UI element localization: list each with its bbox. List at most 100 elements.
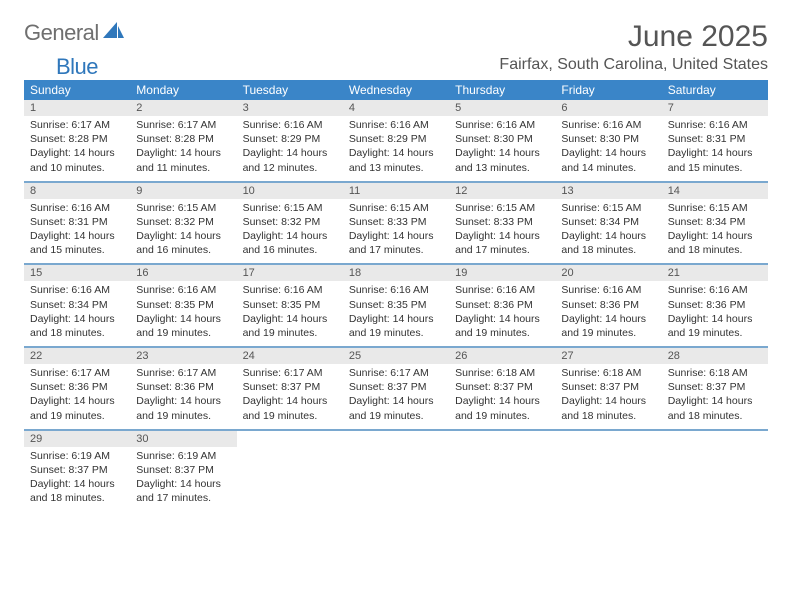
- calendar-cell: 1Sunrise: 6:17 AMSunset: 8:28 PMDaylight…: [24, 100, 130, 182]
- day-details: Sunrise: 6:16 AMSunset: 8:35 PMDaylight:…: [130, 281, 236, 346]
- weekday-header: Tuesday: [237, 80, 343, 100]
- calendar-cell: 20Sunrise: 6:16 AMSunset: 8:36 PMDayligh…: [555, 264, 661, 347]
- calendar-cell: ..: [343, 430, 449, 512]
- day-number: 21: [662, 265, 768, 281]
- calendar-cell: 4Sunrise: 6:16 AMSunset: 8:29 PMDaylight…: [343, 100, 449, 182]
- day-number: 24: [237, 348, 343, 364]
- day-number: 27: [555, 348, 661, 364]
- header-row: General June 2025: [24, 20, 768, 54]
- day-details: Sunrise: 6:15 AMSunset: 8:33 PMDaylight:…: [449, 199, 555, 264]
- weekday-header: Monday: [130, 80, 236, 100]
- calendar-row: 1Sunrise: 6:17 AMSunset: 8:28 PMDaylight…: [24, 100, 768, 182]
- calendar-cell: 19Sunrise: 6:16 AMSunset: 8:36 PMDayligh…: [449, 264, 555, 347]
- day-details: Sunrise: 6:16 AMSunset: 8:30 PMDaylight:…: [555, 116, 661, 181]
- day-number: 16: [130, 265, 236, 281]
- day-details: Sunrise: 6:17 AMSunset: 8:36 PMDaylight:…: [130, 364, 236, 429]
- calendar-cell: 7Sunrise: 6:16 AMSunset: 8:31 PMDaylight…: [662, 100, 768, 182]
- day-number: 4: [343, 100, 449, 116]
- day-details: Sunrise: 6:16 AMSunset: 8:35 PMDaylight:…: [237, 281, 343, 346]
- brand-logo: General: [24, 20, 127, 46]
- calendar-cell: 26Sunrise: 6:18 AMSunset: 8:37 PMDayligh…: [449, 347, 555, 430]
- day-details: Sunrise: 6:15 AMSunset: 8:32 PMDaylight:…: [130, 199, 236, 264]
- day-details: Sunrise: 6:15 AMSunset: 8:34 PMDaylight:…: [662, 199, 768, 264]
- day-details: Sunrise: 6:17 AMSunset: 8:37 PMDaylight:…: [343, 364, 449, 429]
- calendar-row: 22Sunrise: 6:17 AMSunset: 8:36 PMDayligh…: [24, 347, 768, 430]
- day-details: Sunrise: 6:18 AMSunset: 8:37 PMDaylight:…: [662, 364, 768, 429]
- day-details: Sunrise: 6:17 AMSunset: 8:37 PMDaylight:…: [237, 364, 343, 429]
- day-number: 14: [662, 183, 768, 199]
- day-number: 19: [449, 265, 555, 281]
- day-details: Sunrise: 6:15 AMSunset: 8:34 PMDaylight:…: [555, 199, 661, 264]
- calendar-cell: 13Sunrise: 6:15 AMSunset: 8:34 PMDayligh…: [555, 182, 661, 265]
- day-details: Sunrise: 6:15 AMSunset: 8:33 PMDaylight:…: [343, 199, 449, 264]
- day-number: 7: [662, 100, 768, 116]
- calendar-cell: ..: [662, 430, 768, 512]
- calendar-cell: ..: [237, 430, 343, 512]
- weekday-header: Friday: [555, 80, 661, 100]
- calendar-cell: 14Sunrise: 6:15 AMSunset: 8:34 PMDayligh…: [662, 182, 768, 265]
- day-details: Sunrise: 6:16 AMSunset: 8:29 PMDaylight:…: [343, 116, 449, 181]
- calendar-cell: 25Sunrise: 6:17 AMSunset: 8:37 PMDayligh…: [343, 347, 449, 430]
- calendar-cell: 12Sunrise: 6:15 AMSunset: 8:33 PMDayligh…: [449, 182, 555, 265]
- day-details: Sunrise: 6:18 AMSunset: 8:37 PMDaylight:…: [449, 364, 555, 429]
- calendar-table: SundayMondayTuesdayWednesdayThursdayFrid…: [24, 80, 768, 511]
- day-details: Sunrise: 6:19 AMSunset: 8:37 PMDaylight:…: [24, 447, 130, 512]
- day-number: 6: [555, 100, 661, 116]
- calendar-cell: 11Sunrise: 6:15 AMSunset: 8:33 PMDayligh…: [343, 182, 449, 265]
- weekday-header: Wednesday: [343, 80, 449, 100]
- calendar-cell: 3Sunrise: 6:16 AMSunset: 8:29 PMDaylight…: [237, 100, 343, 182]
- day-details: Sunrise: 6:16 AMSunset: 8:29 PMDaylight:…: [237, 116, 343, 181]
- day-details: Sunrise: 6:19 AMSunset: 8:37 PMDaylight:…: [130, 447, 236, 512]
- day-number: 17: [237, 265, 343, 281]
- day-number: 18: [343, 265, 449, 281]
- calendar-cell: 27Sunrise: 6:18 AMSunset: 8:37 PMDayligh…: [555, 347, 661, 430]
- day-details: Sunrise: 6:17 AMSunset: 8:36 PMDaylight:…: [24, 364, 130, 429]
- calendar-row: 15Sunrise: 6:16 AMSunset: 8:34 PMDayligh…: [24, 264, 768, 347]
- day-number: 5: [449, 100, 555, 116]
- day-details: Sunrise: 6:17 AMSunset: 8:28 PMDaylight:…: [130, 116, 236, 181]
- day-number: 9: [130, 183, 236, 199]
- day-number: 12: [449, 183, 555, 199]
- day-number: 13: [555, 183, 661, 199]
- day-details: Sunrise: 6:16 AMSunset: 8:34 PMDaylight:…: [24, 281, 130, 346]
- day-number: 22: [24, 348, 130, 364]
- weekday-header: Thursday: [449, 80, 555, 100]
- day-details: Sunrise: 6:16 AMSunset: 8:36 PMDaylight:…: [555, 281, 661, 346]
- calendar-cell: 29Sunrise: 6:19 AMSunset: 8:37 PMDayligh…: [24, 430, 130, 512]
- day-number: 2: [130, 100, 236, 116]
- day-details: Sunrise: 6:16 AMSunset: 8:30 PMDaylight:…: [449, 116, 555, 181]
- page: General June 2025 Blue Fairfax, South Ca…: [0, 0, 792, 531]
- calendar-row: 8Sunrise: 6:16 AMSunset: 8:31 PMDaylight…: [24, 182, 768, 265]
- calendar-cell: 15Sunrise: 6:16 AMSunset: 8:34 PMDayligh…: [24, 264, 130, 347]
- weekday-header-row: SundayMondayTuesdayWednesdayThursdayFrid…: [24, 80, 768, 100]
- calendar-body: 1Sunrise: 6:17 AMSunset: 8:28 PMDaylight…: [24, 100, 768, 511]
- day-number: 1: [24, 100, 130, 116]
- location-subtitle: Fairfax, South Carolina, United States: [499, 56, 768, 74]
- day-details: Sunrise: 6:16 AMSunset: 8:35 PMDaylight:…: [343, 281, 449, 346]
- day-number: 20: [555, 265, 661, 281]
- calendar-row: 29Sunrise: 6:19 AMSunset: 8:37 PMDayligh…: [24, 430, 768, 512]
- calendar-cell: 2Sunrise: 6:17 AMSunset: 8:28 PMDaylight…: [130, 100, 236, 182]
- calendar-cell: 30Sunrise: 6:19 AMSunset: 8:37 PMDayligh…: [130, 430, 236, 512]
- day-details: Sunrise: 6:16 AMSunset: 8:36 PMDaylight:…: [449, 281, 555, 346]
- day-details: Sunrise: 6:18 AMSunset: 8:37 PMDaylight:…: [555, 364, 661, 429]
- calendar-cell: 8Sunrise: 6:16 AMSunset: 8:31 PMDaylight…: [24, 182, 130, 265]
- calendar-cell: ..: [555, 430, 661, 512]
- brand-word-1: General: [24, 20, 99, 46]
- day-number: 15: [24, 265, 130, 281]
- day-number: 10: [237, 183, 343, 199]
- day-details: Sunrise: 6:16 AMSunset: 8:36 PMDaylight:…: [662, 281, 768, 346]
- day-number: 11: [343, 183, 449, 199]
- brand-word-2: Blue: [56, 54, 98, 80]
- day-details: Sunrise: 6:16 AMSunset: 8:31 PMDaylight:…: [662, 116, 768, 181]
- calendar-cell: 23Sunrise: 6:17 AMSunset: 8:36 PMDayligh…: [130, 347, 236, 430]
- calendar-cell: 21Sunrise: 6:16 AMSunset: 8:36 PMDayligh…: [662, 264, 768, 347]
- calendar-cell: 17Sunrise: 6:16 AMSunset: 8:35 PMDayligh…: [237, 264, 343, 347]
- weekday-header: Saturday: [662, 80, 768, 100]
- day-number: 3: [237, 100, 343, 116]
- calendar-cell: 5Sunrise: 6:16 AMSunset: 8:30 PMDaylight…: [449, 100, 555, 182]
- calendar-cell: 24Sunrise: 6:17 AMSunset: 8:37 PMDayligh…: [237, 347, 343, 430]
- calendar-cell: ..: [449, 430, 555, 512]
- calendar-cell: 18Sunrise: 6:16 AMSunset: 8:35 PMDayligh…: [343, 264, 449, 347]
- day-details: Sunrise: 6:15 AMSunset: 8:32 PMDaylight:…: [237, 199, 343, 264]
